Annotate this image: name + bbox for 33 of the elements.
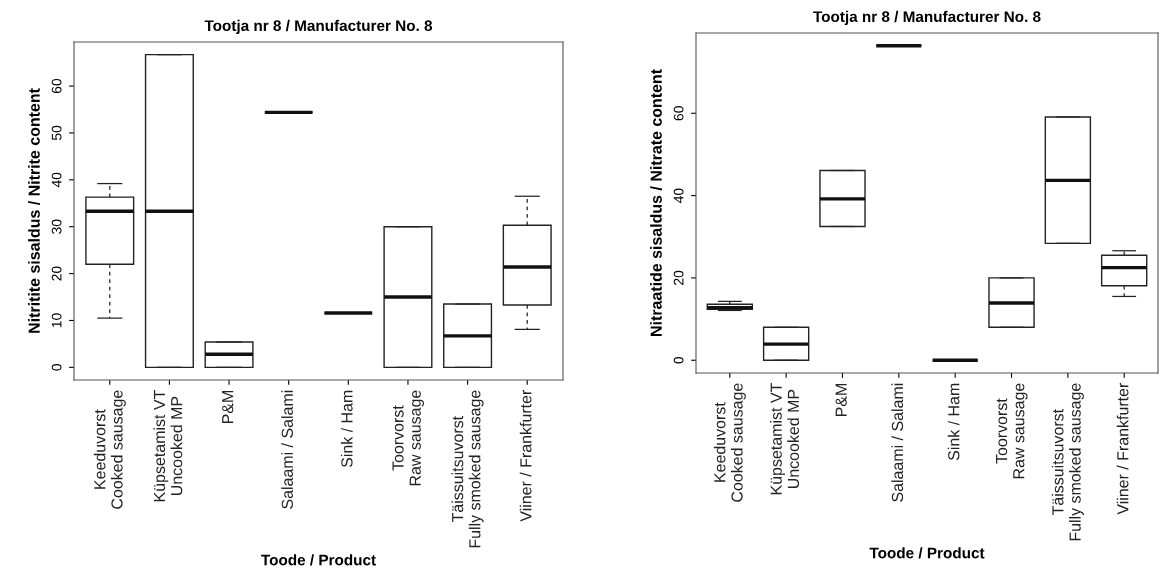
x-tick-label: Toorvorst Raw sausage — [392, 390, 424, 486]
x-axis-title: Toode / Product — [261, 554, 376, 566]
x-axis-title: Toode / Product — [869, 547, 985, 559]
x-tick-label: Toorvorst Raw sausage — [996, 383, 1028, 479]
x-tick-label: Sink / Ham — [340, 390, 353, 468]
y-tick-label: 20 — [51, 266, 62, 281]
x-tick-label: Salaami / Salami — [281, 390, 293, 509]
x-tick-label: Keeduvorst Cooked sausage — [93, 390, 126, 509]
x-tick-label: Viiner / Frankfurter — [519, 389, 532, 522]
y-tick-label: 40 — [673, 188, 684, 203]
y-tick-label: 60 — [51, 78, 62, 94]
y-tick-label: 40 — [51, 172, 62, 188]
y-tick-label: 30 — [51, 219, 62, 234]
x-tick-label: P&M — [835, 384, 847, 417]
x-tick-label: Sink / Ham — [947, 383, 960, 461]
chart-title: Tootja nr 8 / Manufacturer No. 8 — [813, 10, 1041, 26]
x-tick-label: Küpsetamist VT Uncooked MP — [153, 390, 183, 502]
x-tick-label: Täissuitsuvorst Fully smoked sausage — [451, 390, 484, 548]
y-tick-label: 0 — [673, 356, 684, 364]
y-tick-label: 50 — [51, 125, 62, 141]
y-tick-label: 20 — [673, 270, 684, 285]
chart-title: Tootja nr 8 / Manufacturer No. 8 — [204, 19, 433, 35]
x-tick-label: Salaami / Salami — [891, 383, 904, 502]
y-axis-title: Nitritite sisaldus / Nitrite content — [28, 88, 40, 333]
y-tick-label: 10 — [51, 313, 62, 328]
x-tick-label: Viiner / Frankfurter — [1116, 382, 1129, 515]
x-tick-label: P&M — [222, 391, 234, 424]
x-tick-label: Küpsetamist VT Uncooked MP — [770, 383, 800, 495]
y-tick-label: 0 — [51, 364, 62, 371]
y-axis-title: Nitraatide sisaldus / Nitrate content — [650, 69, 662, 336]
y-tick-label: 60 — [673, 106, 684, 121]
x-tick-label: Täissuitsuvorst Fully smoked sausage — [1051, 383, 1084, 541]
x-tick-label: Keeduvorst Cooked sausage — [713, 383, 746, 502]
